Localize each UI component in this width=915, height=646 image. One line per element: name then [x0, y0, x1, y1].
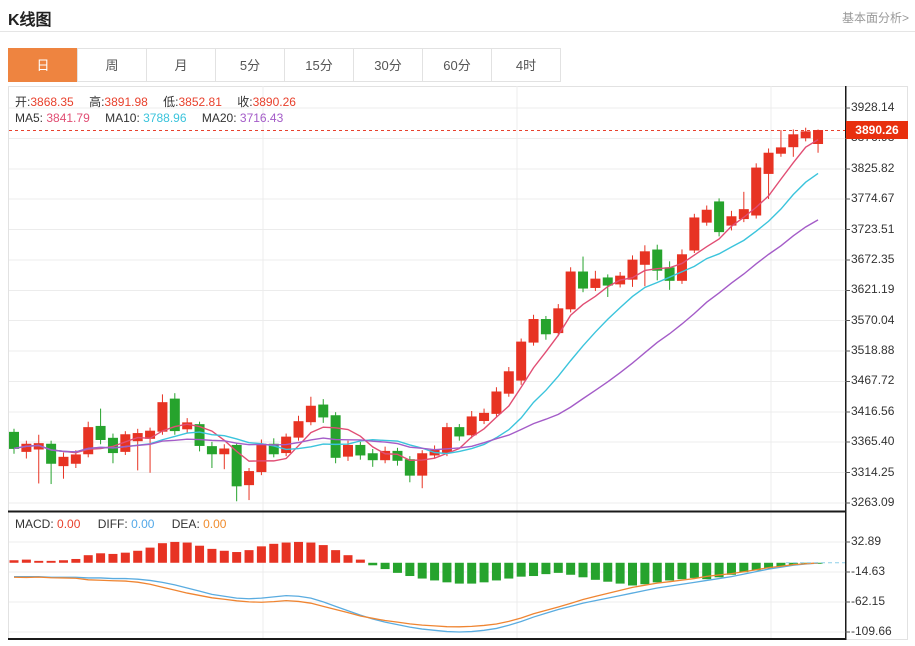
open-label: 开:	[15, 95, 31, 109]
macd-value: 0.00	[57, 517, 81, 531]
diff-value: 0.00	[131, 517, 155, 531]
tab-30min[interactable]: 30分	[353, 48, 423, 82]
ma-info-row: MA5: 3841.79 MA10: 3788.96 MA20: 3716.43	[15, 111, 283, 125]
tab-5min[interactable]: 5分	[215, 48, 285, 82]
ma10-label: MA10:	[105, 111, 140, 125]
last-price-badge: 3890.26	[846, 121, 908, 140]
macd-tick-label: -14.63	[851, 564, 886, 578]
close-value: 3890.26	[252, 95, 296, 109]
diff-label: DIFF:	[97, 517, 128, 531]
price-tick-label: 3314.25	[851, 464, 895, 479]
price-tick-label: 3621.19	[851, 282, 895, 297]
ohlc-info-row: 开:3868.35 高:3891.98 低:3852.81 收:3890.26	[15, 93, 296, 110]
tab-15min[interactable]: 15分	[284, 48, 354, 82]
close-label: 收:	[237, 95, 253, 109]
macd-tick-label: -109.66	[851, 624, 892, 638]
tab-day[interactable]: 日	[8, 48, 78, 82]
ma5-value: 3841.79	[46, 111, 90, 125]
macd-tick-label: 32.89	[851, 534, 882, 548]
price-tick-label: 3928.14	[851, 100, 895, 114]
ma5-label: MA5:	[15, 111, 44, 125]
period-tab-bar: 日周月 5分 15分 30分 60分 4时	[8, 48, 561, 82]
open-value: 3868.35	[30, 95, 74, 109]
dea-value: 0.00	[203, 517, 227, 531]
price-tick-label: 3263.09	[851, 495, 895, 509]
page-title: K线图	[8, 12, 52, 29]
price-tick-label: 3672.35	[851, 251, 895, 266]
price-tick-label: 3570.04	[851, 312, 895, 327]
fundamental-analysis-link[interactable]: 基本面分析>	[841, 11, 909, 25]
kline-chart-area[interactable]	[8, 86, 908, 640]
ma20-label: MA20:	[201, 111, 237, 125]
price-tick-label: 3723.51	[851, 221, 895, 236]
high-label: 高:	[89, 95, 105, 109]
title-divider	[0, 31, 915, 32]
price-tick-label: 3467.72	[851, 373, 895, 388]
ma10-value: 3788.96	[143, 111, 187, 125]
price-tick-label: 3774.67	[851, 191, 895, 206]
low-value: 3852.81	[178, 95, 222, 109]
tab-60min[interactable]: 60分	[422, 48, 492, 82]
price-tick-label: 3825.82	[851, 160, 895, 175]
price-tick-label: 3365.40	[851, 434, 895, 449]
tab-month[interactable]: 月	[146, 48, 216, 82]
tab-week[interactable]: 周	[77, 48, 147, 82]
price-tick-label: 3518.88	[851, 343, 895, 358]
tab-4hour[interactable]: 4时	[491, 48, 561, 82]
macd-info-row: MACD: 0.00 DIFF: 0.00 DEA: 0.00	[15, 517, 226, 531]
dea-label: DEA:	[171, 517, 200, 531]
macd-label: MACD:	[15, 517, 54, 531]
price-tick-label: 3416.56	[851, 403, 895, 418]
ma20-value: 3716.43	[239, 111, 284, 125]
low-label: 低:	[163, 95, 179, 109]
macd-tick-label: -62.15	[851, 594, 886, 608]
high-value: 3891.98	[104, 95, 148, 109]
